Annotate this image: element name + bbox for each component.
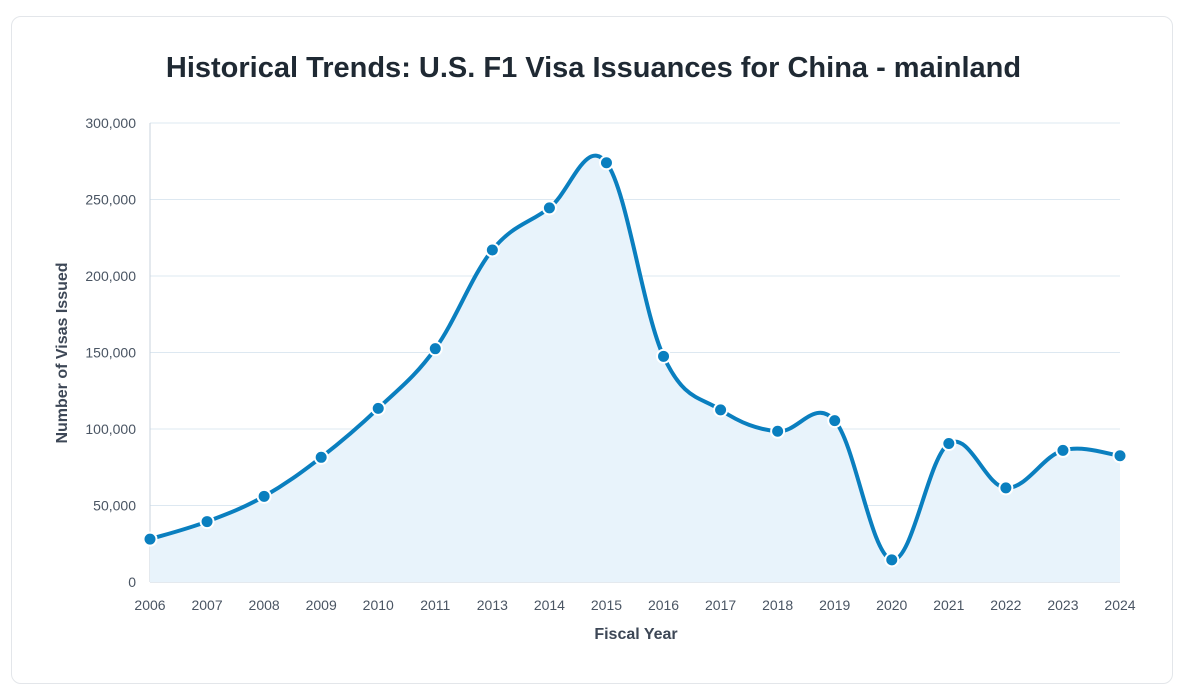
x-tick-label: 2010	[363, 597, 394, 613]
data-point[interactable]	[370, 400, 386, 416]
x-tick-label: 2013	[477, 597, 508, 613]
x-tick-label: 2016	[648, 597, 679, 613]
data-point[interactable]	[256, 488, 272, 504]
x-tick-label: 2018	[762, 597, 793, 613]
x-tick-label: 2021	[933, 597, 964, 613]
x-tick-label: 2017	[705, 597, 736, 613]
data-point[interactable]	[656, 348, 672, 364]
y-tick-label: 300,000	[85, 115, 136, 131]
data-point[interactable]	[1055, 442, 1071, 458]
x-tick-label: 2024	[1104, 597, 1135, 613]
x-axis-ticks: 2006 2007 2008 2009 2010 2011 2013 2014 2015 2016…	[134, 597, 1135, 613]
chart-title: Historical Trends: U.S. F1 Visa Issuance…	[165, 52, 1022, 84]
x-tick-label: 2014	[534, 597, 565, 613]
x-tick-label: 2011	[420, 597, 450, 613]
y-tick-label: 200,000	[85, 268, 136, 284]
y-tick-label: 50,000	[93, 498, 136, 514]
data-point[interactable]	[827, 413, 843, 429]
y-tick-label: 0	[128, 574, 136, 590]
data-point[interactable]	[484, 242, 500, 258]
data-point[interactable]	[884, 552, 900, 568]
x-tick-label: 2006	[134, 597, 165, 613]
data-point[interactable]	[598, 155, 614, 171]
data-point[interactable]	[313, 449, 329, 465]
y-tick-label: 250,000	[85, 192, 136, 208]
y-axis-title: Number of Visas Issued	[54, 262, 71, 443]
x-tick-label: 2019	[819, 597, 850, 613]
data-point[interactable]	[1112, 448, 1128, 464]
data-point[interactable]	[770, 423, 786, 439]
x-tick-label: 2022	[990, 597, 1021, 613]
y-axis-ticks: 0 50,000 100,000 150,000 200,000 250,000 300,0…	[85, 115, 136, 590]
x-tick-label: 2007	[191, 597, 222, 613]
x-tick-label: 2008	[249, 597, 280, 613]
x-tick-label: 2023	[1047, 597, 1078, 613]
data-point[interactable]	[941, 436, 957, 452]
x-tick-label: 2015	[591, 597, 622, 613]
data-point[interactable]	[142, 531, 158, 547]
y-tick-label: 100,000	[85, 421, 136, 437]
x-tick-label: 2009	[306, 597, 337, 613]
y-tick-label: 150,000	[85, 345, 136, 361]
data-point[interactable]	[199, 514, 215, 530]
x-axis-title: Fiscal Year	[594, 626, 677, 643]
data-point[interactable]	[541, 200, 557, 216]
data-point[interactable]	[427, 341, 443, 357]
area-fill	[150, 155, 1120, 582]
x-tick-label: 2020	[876, 597, 907, 613]
series-area	[150, 155, 1120, 582]
data-point[interactable]	[713, 402, 729, 418]
data-point[interactable]	[998, 480, 1014, 496]
data-points	[142, 155, 1128, 568]
